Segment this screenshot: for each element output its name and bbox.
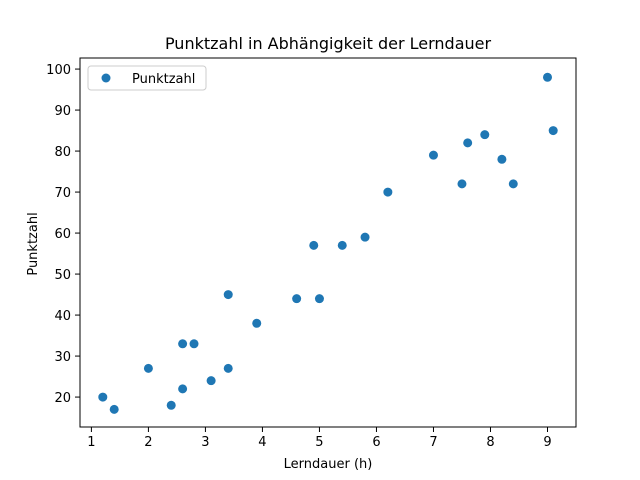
legend-marker	[101, 73, 111, 83]
y-tick-label: 100	[46, 63, 71, 78]
x-tick-label: 3	[201, 435, 209, 450]
data-point	[206, 376, 216, 386]
x-tick-label: 4	[258, 435, 266, 450]
data-point	[360, 232, 370, 242]
data-point	[428, 150, 438, 160]
y-axis-label: Punktzahl	[26, 212, 41, 275]
y-axis: 20 30 40 50 60 70 80 90 100	[46, 63, 80, 406]
y-tick-label: 90	[54, 104, 71, 119]
data-point	[497, 154, 507, 164]
legend-label: Punktzahl	[132, 72, 195, 87]
data-point	[109, 404, 119, 414]
x-tick-label: 5	[315, 435, 323, 450]
data-point	[223, 290, 233, 300]
data-point	[463, 138, 473, 148]
x-axis-label: Lerndauer (h)	[284, 457, 373, 472]
chart-title: Punktzahl in Abhängigkeit der Lerndauer	[165, 34, 492, 53]
data-point	[189, 339, 199, 349]
data-point	[548, 126, 558, 136]
x-tick-label: 9	[543, 435, 551, 450]
data-point	[457, 179, 467, 189]
y-tick-label: 40	[54, 309, 71, 324]
data-point	[542, 72, 552, 82]
y-tick-label: 60	[54, 227, 71, 242]
data-point	[98, 392, 108, 402]
y-tick-label: 30	[54, 350, 71, 365]
data-point	[223, 363, 233, 373]
data-point	[309, 240, 319, 250]
data-point	[508, 179, 518, 189]
data-point	[252, 318, 262, 328]
data-point	[480, 130, 490, 140]
x-tick-label: 6	[372, 435, 380, 450]
plot-frame	[79, 57, 577, 428]
data-points	[98, 72, 558, 414]
data-point	[178, 384, 188, 394]
y-tick-label: 20	[54, 391, 71, 406]
data-point	[178, 339, 188, 349]
data-point	[314, 294, 324, 304]
data-point	[337, 240, 347, 250]
y-tick-label: 70	[54, 186, 71, 201]
x-axis: 1 2 3 4 5 6 7 8 9	[87, 427, 552, 450]
x-tick-label: 8	[486, 435, 494, 450]
plot-area	[79, 57, 577, 428]
x-tick-label: 7	[429, 435, 437, 450]
data-point	[143, 363, 153, 373]
data-point	[383, 187, 393, 197]
legend-box	[87, 65, 207, 91]
y-tick-label: 80	[54, 145, 71, 160]
y-tick-label: 50	[54, 268, 71, 283]
data-point	[166, 400, 176, 410]
data-point	[292, 294, 302, 304]
x-tick-label: 2	[144, 435, 152, 450]
legend: Punktzahl	[87, 65, 207, 91]
x-tick-label: 1	[87, 435, 95, 450]
